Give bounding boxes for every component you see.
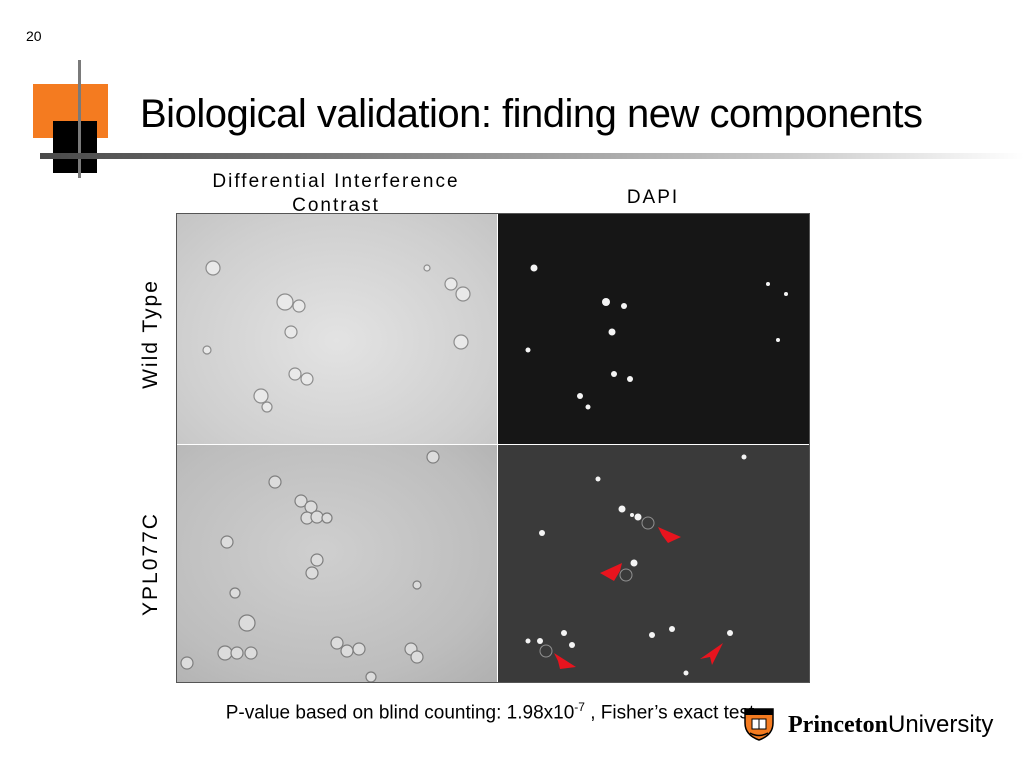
caption: P-value based on blind counting: 1.98x10…: [210, 695, 770, 725]
dapi-ypl077c-nuclei: [525, 454, 747, 676]
dic-wild-type-image: [177, 214, 497, 444]
column-header-dic: Differential Interference Contrast: [212, 171, 460, 216]
title-underline: [40, 153, 1024, 159]
dapi-ypl077c-image: [498, 445, 809, 682]
vertical-rule: [78, 60, 81, 178]
slide-number: 20: [26, 28, 42, 44]
caption-text: P-value based on blind counting: 1.98x10: [225, 702, 575, 724]
dapi-wild-type-image: [498, 214, 809, 444]
wordmark-university: University: [887, 711, 994, 738]
red-arrow-markers: [554, 527, 723, 669]
princeton-wordmark: PrincetonUniversity: [788, 711, 993, 739]
red-arrow-icon: [554, 527, 723, 669]
dic-ypl077c-cells: [180, 450, 440, 682]
row-header-wild-type: Wild Type: [139, 279, 162, 389]
column-header-dapi: DAPI: [626, 187, 680, 208]
dic-wild-type-cells: [202, 260, 471, 413]
slide-title: Biological validation: finding new compo…: [140, 92, 923, 136]
black-accent-block: [53, 121, 97, 173]
wordmark-princeton: Princeton: [788, 712, 888, 738]
microscopy-figure: [176, 213, 810, 683]
caption-exponent: -7: [574, 700, 585, 714]
caption-text-tail: , Fisher’s exact test: [584, 702, 755, 724]
princeton-shield-icon: [744, 708, 774, 741]
dic-ypl077c-image: [177, 445, 497, 682]
dapi-wild-type-nuclei: [525, 264, 788, 410]
row-header-ypl077c: YPL077C: [139, 512, 162, 616]
